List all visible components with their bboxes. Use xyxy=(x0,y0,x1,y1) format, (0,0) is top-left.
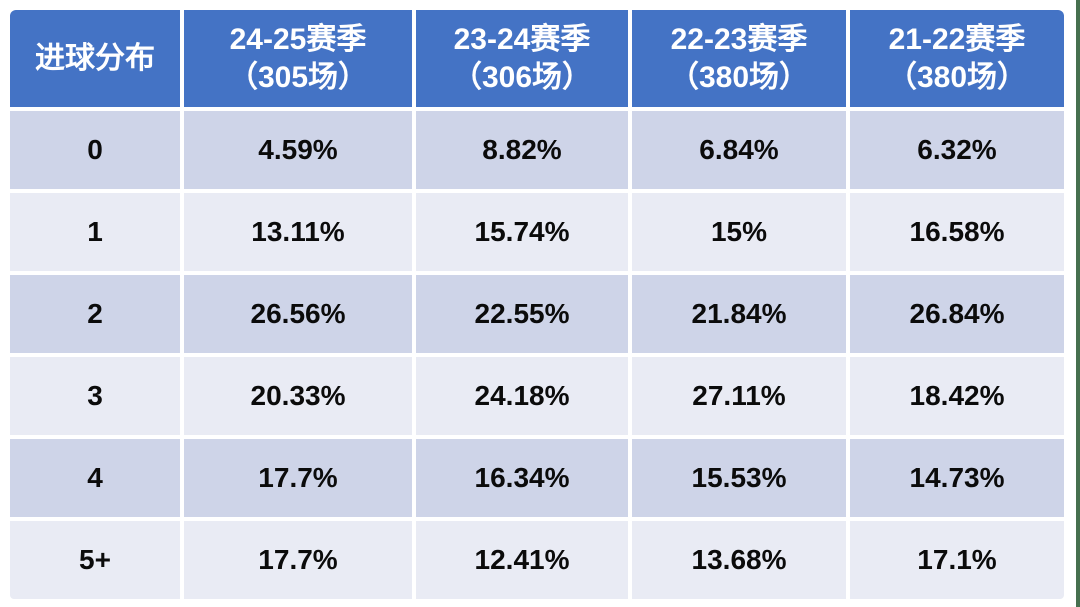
value-cell: 16.58% xyxy=(850,193,1064,271)
value-cell: 16.34% xyxy=(416,439,628,517)
value-cell: 27.11% xyxy=(632,357,846,435)
season-matches: （306场） xyxy=(451,60,593,94)
value-cell: 26.84% xyxy=(850,275,1064,353)
value-cell: 26.56% xyxy=(184,275,412,353)
value-cell: 6.32% xyxy=(850,111,1064,189)
season-matches: （380场） xyxy=(886,60,1028,94)
season-matches: （305场） xyxy=(227,60,369,94)
season-label: 23-24赛季 xyxy=(453,22,591,56)
value-cell: 13.11% xyxy=(184,193,412,271)
value-cell: 12.41% xyxy=(416,521,628,599)
season-label: 24-25赛季 xyxy=(229,22,367,56)
value-cell: 18.42% xyxy=(850,357,1064,435)
season-matches: （380场） xyxy=(668,60,810,94)
table-row-goals-5plus: 5+ 17.7% 12.41% 13.68% 17.1% xyxy=(10,521,1064,599)
value-cell: 17.1% xyxy=(850,521,1064,599)
header-corner-label: 进球分布 xyxy=(35,41,155,75)
table-row-goals-0: 0 4.59% 8.82% 6.84% 6.32% xyxy=(10,111,1064,189)
row-label-cell: 0 xyxy=(10,111,180,189)
value-cell: 15% xyxy=(632,193,846,271)
value-cell: 15.53% xyxy=(632,439,846,517)
value-cell: 17.7% xyxy=(184,439,412,517)
table-row-goals-4: 4 17.7% 16.34% 15.53% 14.73% xyxy=(10,439,1064,517)
value-cell: 20.33% xyxy=(184,357,412,435)
value-cell: 22.55% xyxy=(416,275,628,353)
value-cell: 8.82% xyxy=(416,111,628,189)
value-cell: 24.18% xyxy=(416,357,628,435)
value-cell: 4.59% xyxy=(184,111,412,189)
table-row-goals-2: 2 26.56% 22.55% 21.84% 26.84% xyxy=(10,275,1064,353)
season-label: 21-22赛季 xyxy=(888,22,1026,56)
value-cell: 15.74% xyxy=(416,193,628,271)
row-label-cell: 4 xyxy=(10,439,180,517)
value-cell: 13.68% xyxy=(632,521,846,599)
goal-distribution-table: 进球分布 24-25赛季 （305场） 23-24赛季 （306场） 22-23… xyxy=(6,6,1068,603)
right-edge-green-strip xyxy=(1076,0,1080,607)
header-season-23-24: 23-24赛季 （306场） xyxy=(416,10,628,107)
row-label-cell: 2 xyxy=(10,275,180,353)
table-row-goals-1: 1 13.11% 15.74% 15% 16.58% xyxy=(10,193,1064,271)
value-cell: 21.84% xyxy=(632,275,846,353)
row-label-cell: 1 xyxy=(10,193,180,271)
value-cell: 6.84% xyxy=(632,111,846,189)
value-cell: 14.73% xyxy=(850,439,1064,517)
table-row-goals-3: 3 20.33% 24.18% 27.11% 18.42% xyxy=(10,357,1064,435)
row-label-cell: 5+ xyxy=(10,521,180,599)
row-label-cell: 3 xyxy=(10,357,180,435)
header-season-21-22: 21-22赛季 （380场） xyxy=(850,10,1064,107)
header-row: 进球分布 24-25赛季 （305场） 23-24赛季 （306场） 22-23… xyxy=(10,10,1064,107)
header-season-24-25: 24-25赛季 （305场） xyxy=(184,10,412,107)
value-cell: 17.7% xyxy=(184,521,412,599)
season-label: 22-23赛季 xyxy=(670,22,808,56)
header-goal-distribution: 进球分布 xyxy=(10,10,180,107)
header-season-22-23: 22-23赛季 （380场） xyxy=(632,10,846,107)
